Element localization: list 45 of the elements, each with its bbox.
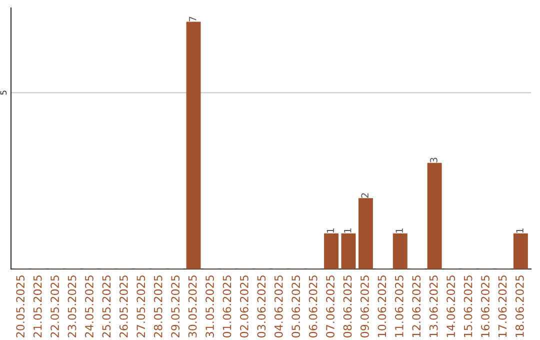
x-tick-label: 11.06.2025: [394, 276, 404, 337]
bar: [392, 233, 408, 269]
x-tick-label: 03.06.2025: [257, 276, 266, 338]
x-tick-label: 07.06.2025: [326, 276, 334, 338]
data-label: 1: [326, 228, 334, 233]
x-tick-label: 02.06.2025: [240, 276, 248, 338]
bar: [358, 198, 373, 269]
bar: [341, 233, 356, 269]
x-tick-label: 21.05.2025: [33, 276, 42, 338]
x-tick-label: 13.06.2025: [429, 276, 438, 337]
x-tick-label: 01.06.2025: [222, 276, 232, 338]
x-tick-label: 23.05.2025: [68, 276, 76, 338]
x-tick-label: 10.06.2025: [378, 276, 386, 337]
bar: [427, 162, 442, 269]
x-tick-label: 09.06.2025: [360, 276, 369, 338]
x-tick-label: 06.06.2025: [308, 276, 318, 338]
x-tick-label: 12.06.2025: [412, 276, 421, 337]
x-tick-label: 28.05.2025: [154, 276, 162, 338]
data-label: 1: [396, 228, 403, 233]
data-label: 2: [361, 193, 368, 198]
x-tick-label: 08.06.2025: [343, 276, 352, 338]
x-tick-label: 31.05.2025: [206, 276, 214, 338]
y-tick-label: 5: [0, 90, 7, 95]
x-tick-label: 04.06.2025: [274, 276, 283, 338]
x-tick-label: 22.05.2025: [50, 276, 59, 338]
data-label: 3: [430, 158, 438, 162]
data-label: 1: [516, 228, 524, 233]
x-tick-label: 26.05.2025: [119, 276, 128, 338]
bar: [513, 233, 528, 269]
x-tick-label: 29.05.2025: [171, 276, 180, 338]
x-tick-label: 27.05.2025: [136, 276, 146, 338]
bar: [324, 233, 338, 269]
x-tick-label: 15.06.2025: [464, 276, 472, 337]
x-tick-label: 25.05.2025: [102, 276, 111, 338]
x-tick-label: 05.06.2025: [292, 276, 300, 338]
bar: [186, 22, 201, 269]
x-tick-label: 24.05.2025: [85, 276, 94, 338]
x-tick-label: 16.06.2025: [481, 276, 490, 337]
data-label: 1: [344, 228, 352, 233]
x-tick-label: 14.06.2025: [446, 276, 456, 337]
data-label: 7: [189, 16, 196, 22]
x-tick-label: 30.05.2025: [188, 276, 197, 338]
x-tick-label: 20.05.2025: [16, 276, 25, 338]
x-tick-label: 17.06.2025: [498, 276, 507, 337]
x-tick-label: 18.06.2025: [515, 276, 524, 337]
